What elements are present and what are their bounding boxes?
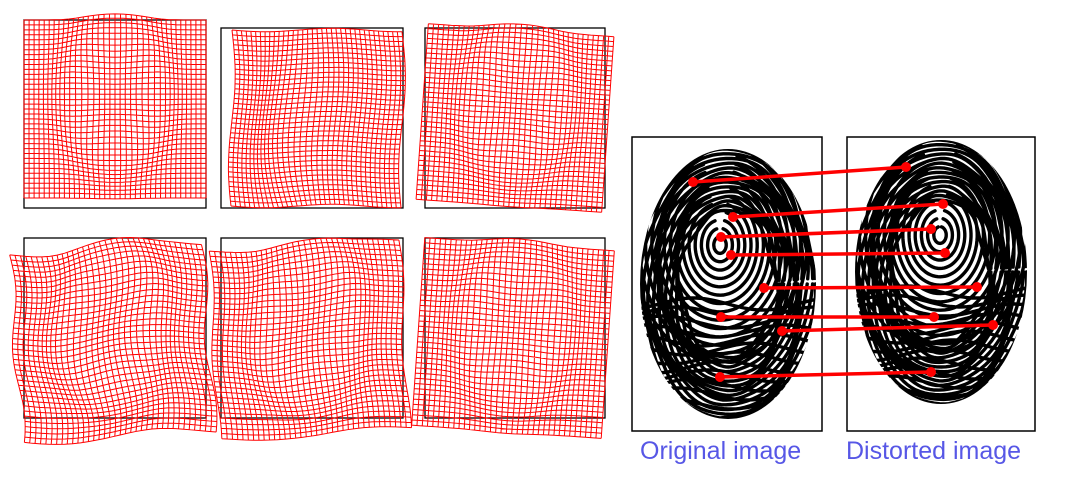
original-fingerprint-panel (631, 136, 823, 432)
minutia-distorted-8 (926, 367, 936, 377)
minutia-original-1 (688, 177, 698, 187)
minutia-original-4 (726, 250, 736, 260)
distortion-field-6-grid (411, 237, 615, 439)
correspondence-7 (777, 320, 998, 336)
correspondence-5 (759, 282, 982, 293)
correspondence-4 (726, 248, 950, 260)
correspondence-1 (688, 162, 911, 187)
minutia-distorted-7 (988, 320, 998, 330)
distorted-image-caption: Distorted image (846, 437, 1022, 465)
correspondence-3 (716, 224, 936, 242)
minutia-original-5 (759, 283, 769, 293)
distortion-field-1 (23, 13, 207, 209)
distortion-field-2-grid (227, 27, 406, 209)
distortion-field-6 (411, 237, 615, 439)
distortion-field-5-grid (208, 237, 413, 441)
correspondence-8 (715, 367, 936, 382)
minutia-distorted-3 (926, 224, 936, 234)
minutia-original-6 (716, 312, 726, 322)
minutia-distorted-2 (938, 199, 948, 209)
distortion-field-3-grid (415, 23, 615, 213)
distortion-field-1-grid (23, 13, 207, 200)
distorted-fingerprint (855, 140, 1027, 404)
distortion-field-5 (208, 237, 413, 441)
distortion-grids (9, 13, 615, 445)
minutia-original-7 (777, 326, 787, 336)
original-image-caption: Original image (640, 437, 802, 465)
minutia-distorted-4 (940, 248, 950, 258)
distortion-field-2 (220, 27, 406, 209)
minutia-original-2 (728, 212, 738, 222)
distortion-field-4 (9, 236, 218, 445)
minutia-original-3 (716, 232, 726, 242)
distortion-field-4-grid (9, 236, 218, 445)
correspondence-2 (728, 199, 948, 222)
minutia-distorted-6 (929, 312, 939, 322)
original-fingerprint (640, 149, 816, 419)
minutia-distorted-5 (972, 282, 982, 292)
distortion-field-3 (415, 23, 615, 213)
correspondence-6 (716, 312, 939, 322)
minutia-distorted-1 (901, 162, 911, 172)
distorted-fingerprint-panel (846, 136, 1036, 432)
minutia-original-8 (715, 372, 725, 382)
correspondence-lines (688, 162, 998, 382)
